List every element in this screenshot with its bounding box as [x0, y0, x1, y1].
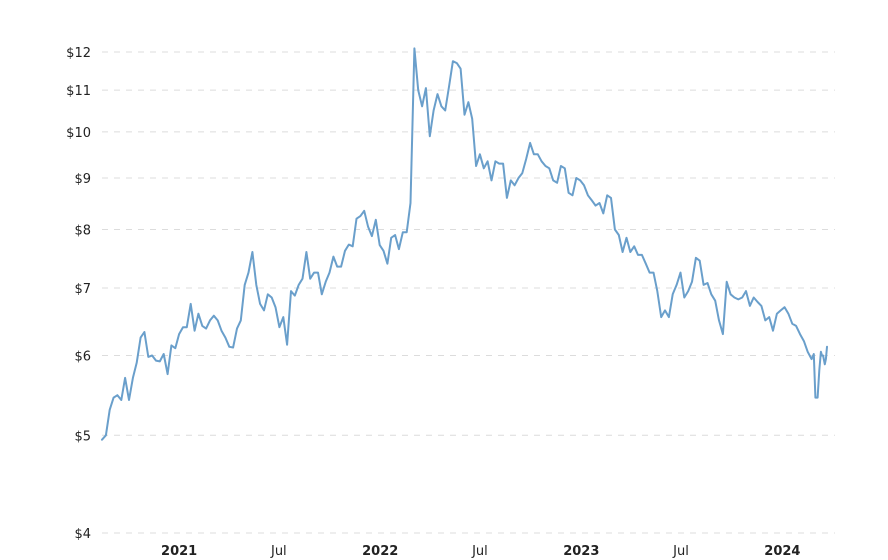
y-tick-label: $8 [74, 224, 91, 239]
series-line [101, 47, 828, 441]
y-tick-label: $11 [66, 84, 91, 99]
x-tick-label: 2022 [362, 544, 398, 559]
x-axis-tick-labels: 2021 Jul 2022 Jul 2023 Jul 2024 [161, 544, 800, 559]
series-layer [101, 47, 828, 441]
y-axis-tick-labels: $4 $5 $6 $7 $8 $9 $10 $11 $12 [66, 46, 91, 542]
x-tick-label: Jul [672, 544, 689, 559]
y-tick-label: $4 [74, 527, 91, 542]
x-tick-label: Jul [471, 544, 488, 559]
x-tick-label: 2024 [764, 544, 800, 559]
y-tick-label: $5 [74, 429, 91, 444]
y-tick-label: $7 [74, 282, 91, 297]
x-tick-label: Jul [270, 544, 287, 559]
y-tick-label: $12 [66, 46, 91, 61]
y-tick-label: $9 [74, 172, 91, 187]
x-tick-label: 2023 [563, 544, 599, 559]
gridlines [102, 51, 835, 534]
y-tick-label: $6 [74, 349, 91, 364]
y-tick-label: $10 [66, 126, 91, 141]
x-tick-label: 2021 [161, 544, 197, 559]
